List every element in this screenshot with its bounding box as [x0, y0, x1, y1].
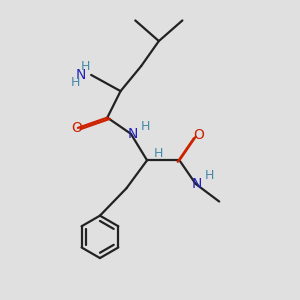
Text: H: H: [154, 147, 163, 160]
Text: N: N: [76, 68, 86, 82]
Text: N: N: [127, 127, 137, 141]
Text: N: N: [192, 177, 202, 191]
Text: O: O: [71, 121, 82, 135]
Text: H: H: [81, 61, 91, 74]
Text: H: H: [71, 76, 80, 89]
Text: H: H: [205, 169, 214, 182]
Text: O: O: [194, 128, 205, 142]
Text: H: H: [140, 120, 150, 133]
